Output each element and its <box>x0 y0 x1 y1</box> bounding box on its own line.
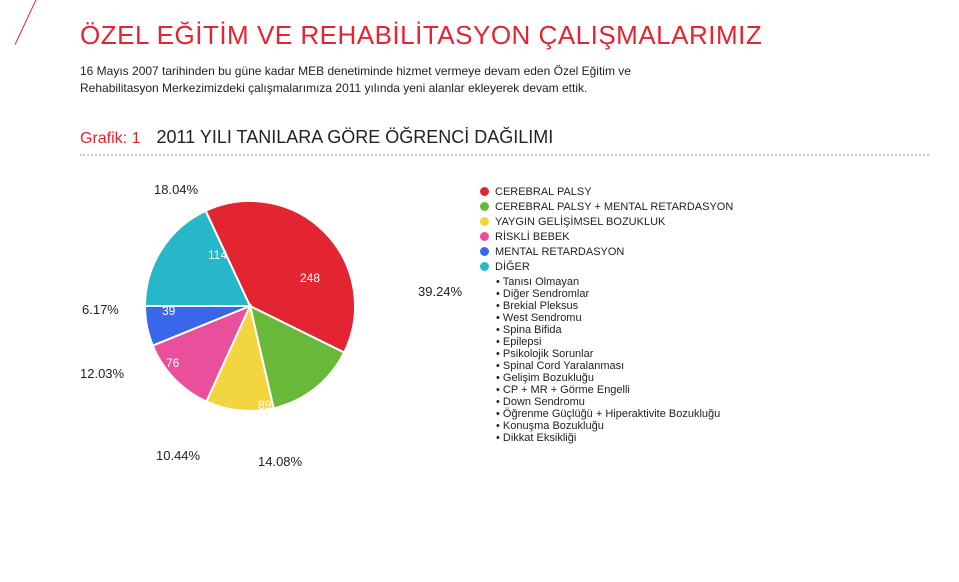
legend-swatch <box>480 187 489 196</box>
legend-item: YAYGIN GELİŞİMSEL BOZUKLUK <box>480 216 733 228</box>
sublist-item: Diğer Sendromlar <box>496 288 733 300</box>
sublist-item: West Sendromu <box>496 312 733 324</box>
pct-label: 10.44% <box>156 448 200 463</box>
pie-wrap: 39.24%14.08%10.44%12.03%6.17%18.04%24889… <box>80 176 440 476</box>
pct-label: 18.04% <box>154 182 198 197</box>
sublist-item: Dikkat Eksikliği <box>496 432 733 444</box>
value-label: 76 <box>166 356 179 370</box>
legend-swatch <box>480 262 489 271</box>
sublist-item: Konuşma Bozukluğu <box>496 420 733 432</box>
intro-text: 16 Mayıs 2007 tarihinden bu güne kadar M… <box>80 63 680 97</box>
grafik-label: Grafik: 1 <box>80 130 140 148</box>
sublist-item: CP + MR + Görme Engelli <box>496 384 733 396</box>
legend-label: CEREBRAL PALSY + MENTAL RETARDASYON <box>495 201 733 213</box>
sublist-item: Epilepsi <box>496 336 733 348</box>
sublist-item: Down Sendromu <box>496 396 733 408</box>
legend-label: RİSKLİ BEBEK <box>495 231 570 243</box>
dotted-divider <box>80 154 929 156</box>
value-label: 66 <box>202 400 215 414</box>
page: ÖZEL EĞİTİM VE REHABİLİTASYON ÇALIŞMALAR… <box>0 0 959 582</box>
legend-label: MENTAL RETARDASYON <box>495 246 624 258</box>
pct-label: 6.17% <box>82 302 119 317</box>
legend-item: CEREBRAL PALSY + MENTAL RETARDASYON <box>480 201 733 213</box>
pct-label: 12.03% <box>80 366 124 381</box>
sublist-item: Spina Bifida <box>496 324 733 336</box>
legend-swatch <box>480 217 489 226</box>
value-label: 89 <box>258 398 271 412</box>
legend: CEREBRAL PALSY CEREBRAL PALSY + MENTAL RE… <box>480 186 733 444</box>
accent-line <box>15 0 41 45</box>
legend-item: DİĞER <box>480 261 733 273</box>
sublist-item: Spinal Cord Yaralanması <box>496 360 733 372</box>
legend-swatch <box>480 202 489 211</box>
sublist-item: Psikolojik Sorunlar <box>496 348 733 360</box>
pct-label: 39.24% <box>418 284 462 299</box>
value-label: 248 <box>300 271 320 285</box>
sublist-item: Brekial Pleksus <box>496 300 733 312</box>
value-label: 114 <box>208 248 227 262</box>
legend-label: YAYGIN GELİŞİMSEL BOZUKLUK <box>495 216 665 228</box>
legend-item: CEREBRAL PALSY <box>480 186 733 198</box>
legend-label: DİĞER <box>495 261 530 273</box>
grafik-title: 2011 YILI TANILARA GÖRE ÖĞRENCİ DAĞILIMI <box>156 127 553 148</box>
sublist-item: Tanısı Olmayan <box>496 276 733 288</box>
chart-heading-row: Grafik: 1 2011 YILI TANILARA GÖRE ÖĞRENC… <box>80 127 929 148</box>
page-title: ÖZEL EĞİTİM VE REHABİLİTASYON ÇALIŞMALAR… <box>80 20 929 51</box>
legend-label: CEREBRAL PALSY <box>495 186 592 198</box>
legend-item: MENTAL RETARDASYON <box>480 246 733 258</box>
diger-sublist: Tanısı OlmayanDiğer SendromlarBrekial Pl… <box>496 276 733 444</box>
legend-item: RİSKLİ BEBEK <box>480 231 733 243</box>
legend-swatch <box>480 247 489 256</box>
value-label: 39 <box>162 304 175 318</box>
chart-area: 39.24% 14.08% 10.44% 12.03% 6.17% 18.04% 248 89… <box>80 176 929 476</box>
pct-label: 14.08% <box>258 454 302 469</box>
sublist-item: Gelişim Bozukluğu <box>496 372 733 384</box>
legend-swatch <box>480 232 489 241</box>
sublist-item: Öğrenme Güçlüğü + Hiperaktivite Bozukluğ… <box>496 408 733 420</box>
